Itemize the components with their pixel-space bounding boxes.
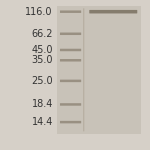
FancyBboxPatch shape: [60, 59, 81, 61]
Text: 116.0: 116.0: [25, 7, 53, 17]
FancyBboxPatch shape: [60, 33, 81, 35]
Text: 25.0: 25.0: [31, 76, 53, 86]
FancyBboxPatch shape: [60, 80, 81, 82]
FancyBboxPatch shape: [60, 49, 81, 51]
FancyBboxPatch shape: [60, 121, 81, 123]
Text: 45.0: 45.0: [31, 45, 53, 55]
Text: 18.4: 18.4: [32, 99, 53, 110]
Bar: [57, 6, 141, 134]
Text: 35.0: 35.0: [31, 55, 53, 65]
FancyBboxPatch shape: [89, 10, 137, 14]
Text: 66.2: 66.2: [31, 29, 53, 39]
FancyBboxPatch shape: [60, 11, 81, 13]
Text: 14.4: 14.4: [32, 117, 53, 127]
FancyBboxPatch shape: [60, 103, 81, 106]
